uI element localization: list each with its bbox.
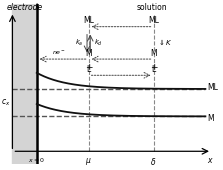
Text: L: L	[87, 65, 91, 74]
Bar	[12, 4, 37, 164]
Text: electrode: electrode	[6, 3, 43, 12]
Text: +: +	[85, 63, 92, 72]
Text: $ne^-$: $ne^-$	[52, 49, 66, 57]
Text: ML: ML	[83, 16, 94, 26]
Text: +: +	[150, 63, 157, 72]
Text: M: M	[207, 114, 214, 123]
Text: ML: ML	[148, 16, 159, 26]
Text: $x$: $x$	[207, 156, 214, 165]
Text: solution: solution	[136, 3, 167, 12]
Text: $\Downarrow K$: $\Downarrow K$	[157, 38, 172, 47]
Text: M: M	[85, 49, 92, 58]
Text: $k_d$: $k_d$	[93, 38, 102, 48]
Text: $k_a$: $k_a$	[75, 38, 84, 48]
Text: $\delta$: $\delta$	[150, 156, 157, 167]
Text: $\mu$: $\mu$	[85, 156, 92, 167]
Text: M: M	[150, 49, 157, 58]
Text: $x{=}0$: $x{=}0$	[28, 156, 45, 164]
Text: ML: ML	[207, 83, 218, 92]
Text: L: L	[151, 65, 156, 74]
Text: $c_x$: $c_x$	[1, 97, 11, 108]
